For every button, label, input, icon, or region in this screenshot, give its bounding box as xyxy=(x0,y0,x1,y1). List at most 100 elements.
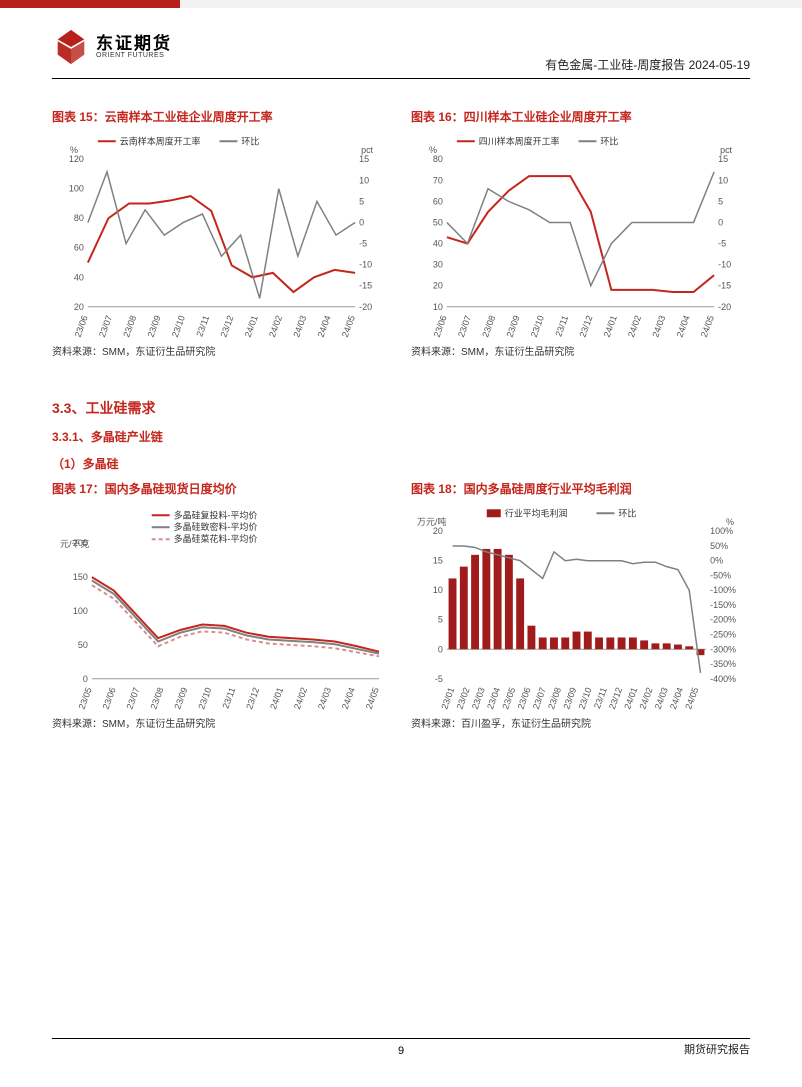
svg-text:云南样本周度开工率: 云南样本周度开工率 xyxy=(120,135,201,146)
svg-text:50: 50 xyxy=(78,640,88,650)
svg-text:100: 100 xyxy=(73,606,88,616)
svg-text:-350%: -350% xyxy=(710,659,736,669)
chart-17-source: 资料来源：SMM，东证衍生品研究院 xyxy=(52,715,391,730)
svg-text:24/02: 24/02 xyxy=(267,314,284,339)
chart-15: 图表 15：云南样本工业硅企业周度开工率 云南样本周度开工率环比20406080… xyxy=(52,108,391,358)
svg-text:80: 80 xyxy=(433,154,443,164)
svg-text:100: 100 xyxy=(69,184,84,194)
svg-text:50: 50 xyxy=(433,217,443,227)
footer-divider xyxy=(52,1038,750,1039)
svg-text:0: 0 xyxy=(718,217,723,227)
svg-text:100%: 100% xyxy=(710,526,733,536)
svg-text:23/10: 23/10 xyxy=(529,314,546,339)
chart-18-source: 资料来源：百川盈孚，东证衍生品研究院 xyxy=(411,715,750,730)
svg-text:环比: 环比 xyxy=(618,507,636,518)
svg-text:24/01: 24/01 xyxy=(268,686,285,711)
logo-icon xyxy=(52,28,90,66)
svg-text:30: 30 xyxy=(433,260,443,270)
logo-text-cn: 东证期货 xyxy=(96,35,172,52)
svg-text:23/09: 23/09 xyxy=(146,314,163,339)
svg-text:行业平均毛利润: 行业平均毛利润 xyxy=(505,507,568,518)
svg-text:15: 15 xyxy=(359,154,369,164)
svg-text:20: 20 xyxy=(74,302,84,312)
svg-text:23/05: 23/05 xyxy=(77,686,94,711)
svg-text:23/12: 23/12 xyxy=(218,314,235,339)
svg-text:-100%: -100% xyxy=(710,585,736,595)
svg-text:5: 5 xyxy=(718,196,723,206)
svg-text:-5: -5 xyxy=(435,674,443,684)
svg-text:23/06: 23/06 xyxy=(73,314,90,339)
svg-text:23/10: 23/10 xyxy=(196,686,213,711)
svg-text:-10: -10 xyxy=(718,260,731,270)
svg-text:24/03: 24/03 xyxy=(291,314,308,339)
svg-text:23/11: 23/11 xyxy=(194,314,211,338)
svg-text:万元/吨: 万元/吨 xyxy=(417,516,446,527)
svg-text:10: 10 xyxy=(433,302,443,312)
svg-text:-10: -10 xyxy=(359,260,372,270)
chart-row-1: 图表 15：云南样本工业硅企业周度开工率 云南样本周度开工率环比20406080… xyxy=(52,108,750,358)
svg-text:23/07: 23/07 xyxy=(456,314,473,339)
svg-text:0%: 0% xyxy=(710,556,723,566)
section-3-3-1-1: （1）多晶硅 xyxy=(52,455,750,472)
svg-text:环比: 环比 xyxy=(241,135,259,146)
svg-text:23/11: 23/11 xyxy=(220,686,237,710)
logo: 东证期货 ORIENT FUTURES xyxy=(52,28,172,66)
svg-text:23/09: 23/09 xyxy=(505,314,522,339)
chart-16: 图表 16：四川样本工业硅企业周度开工率 四川样本周度开工率环比10203040… xyxy=(411,108,750,358)
svg-text:10: 10 xyxy=(718,175,728,185)
chart-18-title: 图表 18：国内多晶硅周度行业平均毛利润 xyxy=(411,480,750,497)
svg-text:-15: -15 xyxy=(359,281,372,291)
svg-text:-250%: -250% xyxy=(710,630,736,640)
svg-text:24/05: 24/05 xyxy=(699,314,716,339)
svg-text:23/07: 23/07 xyxy=(97,314,114,339)
svg-text:0: 0 xyxy=(359,217,364,227)
svg-text:5: 5 xyxy=(438,615,443,625)
svg-text:-20: -20 xyxy=(718,302,731,312)
svg-text:23/10: 23/10 xyxy=(170,314,187,339)
svg-text:-300%: -300% xyxy=(710,644,736,654)
svg-text:-150%: -150% xyxy=(710,600,736,610)
chart-17: 图表 17：国内多晶硅现货日度均价 多晶硅复投料-平均价多晶硅致密料-平均价多晶… xyxy=(52,480,391,730)
svg-text:pct: pct xyxy=(361,145,373,155)
svg-text:15: 15 xyxy=(433,556,443,566)
page-content: 图表 15：云南样本工业硅企业周度开工率 云南样本周度开工率环比20406080… xyxy=(52,108,750,734)
svg-text:23/06: 23/06 xyxy=(101,686,118,711)
top-accent-bar xyxy=(0,0,802,8)
svg-text:多晶硅复投料-平均价: 多晶硅复投料-平均价 xyxy=(174,509,258,520)
svg-text:80: 80 xyxy=(74,213,84,223)
chart-15-title: 图表 15：云南样本工业硅企业周度开工率 xyxy=(52,108,391,125)
svg-text:24/05: 24/05 xyxy=(340,314,357,339)
svg-text:24/04: 24/04 xyxy=(675,314,692,339)
svg-text:50%: 50% xyxy=(710,541,728,551)
svg-text:24/02: 24/02 xyxy=(626,314,643,339)
svg-text:24/03: 24/03 xyxy=(316,686,333,711)
svg-text:70: 70 xyxy=(433,175,443,185)
svg-text:元/千克: 元/千克 xyxy=(60,539,89,549)
chart-16-title: 图表 16：四川样本工业硅企业周度开工率 xyxy=(411,108,750,125)
chart-row-2: 图表 17：国内多晶硅现货日度均价 多晶硅复投料-平均价多晶硅致密料-平均价多晶… xyxy=(52,480,750,730)
svg-text:-400%: -400% xyxy=(710,674,736,684)
svg-text:多晶硅致密料-平均价: 多晶硅致密料-平均价 xyxy=(174,521,258,532)
svg-text:23/12: 23/12 xyxy=(244,686,261,711)
svg-text:23/11: 23/11 xyxy=(553,314,570,338)
svg-text:pct: pct xyxy=(720,145,732,155)
svg-text:23/12: 23/12 xyxy=(577,314,594,339)
chart-17-title: 图表 17：国内多晶硅现货日度均价 xyxy=(52,480,391,497)
svg-text:23/08: 23/08 xyxy=(480,314,497,339)
svg-text:24/04: 24/04 xyxy=(316,314,333,339)
header-divider xyxy=(52,78,750,79)
svg-text:23/08: 23/08 xyxy=(148,686,165,711)
svg-text:23/09: 23/09 xyxy=(172,686,189,711)
svg-text:%: % xyxy=(726,517,734,527)
svg-text:24/02: 24/02 xyxy=(292,686,309,711)
section-3-3-1: 3.3.1、多晶硅产业链 xyxy=(52,428,750,445)
svg-text:0: 0 xyxy=(83,674,88,684)
svg-text:150: 150 xyxy=(73,572,88,582)
logo-text-en: ORIENT FUTURES xyxy=(96,52,172,59)
chart-15-source: 资料来源：SMM，东证衍生品研究院 xyxy=(52,343,391,358)
svg-text:0: 0 xyxy=(438,644,443,654)
svg-text:24/01: 24/01 xyxy=(243,314,260,339)
chart-16-source: 资料来源：SMM，东证衍生品研究院 xyxy=(411,343,750,358)
svg-text:24/01: 24/01 xyxy=(602,314,619,339)
svg-text:环比: 环比 xyxy=(600,135,618,146)
